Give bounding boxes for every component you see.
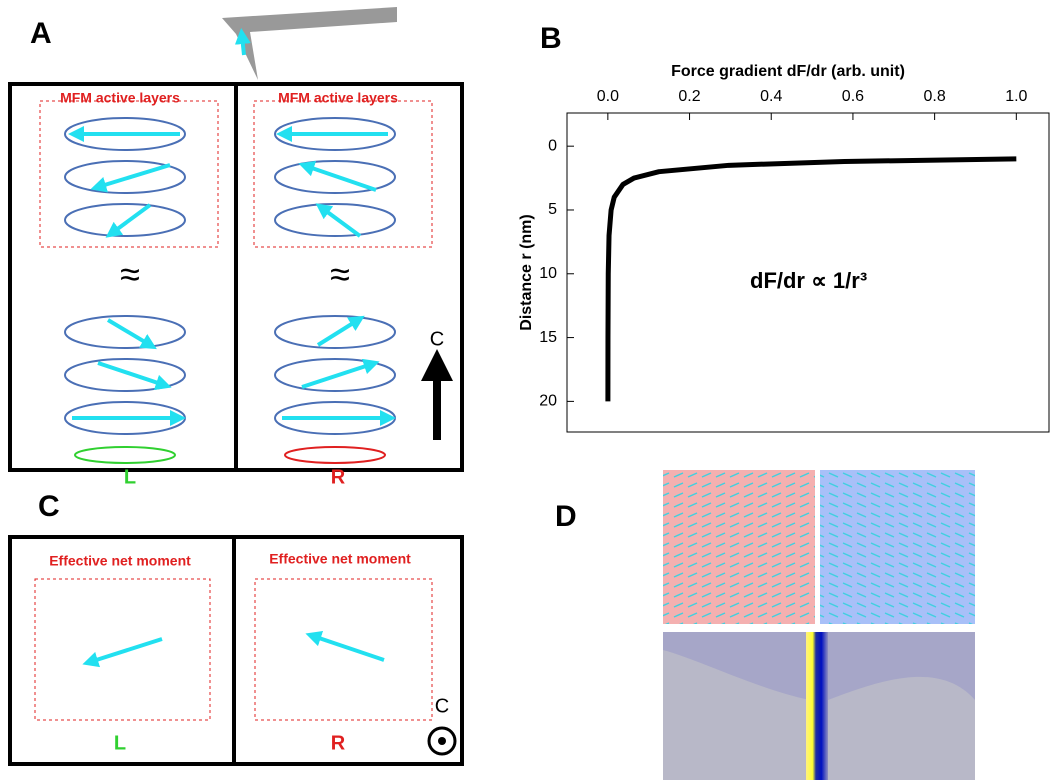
panel-d: D: [555, 470, 975, 780]
plot-frame: [566, 112, 1050, 433]
x-tick-label: 0.8: [924, 88, 946, 105]
layers-left: ≈: [64, 117, 186, 464]
panel-b: B 0.0 0.2 0.4 0.6 0.8 1.0 0 5 10 15 20 Force gradie…: [518, 22, 1050, 433]
y-tick-label: 20: [539, 393, 557, 410]
curve: [605, 156, 1017, 402]
layers-right: ≈: [274, 117, 396, 464]
svg-text:≈: ≈: [330, 254, 350, 295]
svg-text:≈: ≈: [120, 254, 140, 295]
box-label: MFM active layers: [278, 90, 398, 106]
panel-label: A: [30, 17, 52, 50]
y-tick-label: 10: [539, 265, 557, 282]
net-moment: [305, 630, 385, 662]
axis-label: C: [435, 695, 449, 717]
x-tick-label: 0.0: [597, 88, 619, 105]
wall-contrast: [806, 632, 828, 780]
tip-moment: [234, 28, 251, 56]
moment-box: [254, 578, 433, 721]
out-of-plane-dot: [438, 737, 446, 745]
panel-c: C Effective net moment Effective net mom…: [8, 490, 464, 766]
x-axis-title: Force gradient dF/dr (arb. unit): [671, 63, 905, 80]
box-label: MFM active layers: [60, 90, 180, 106]
panel-label: B: [540, 22, 562, 55]
y-tick-label: 5: [548, 201, 557, 218]
chirality-label: L: [124, 466, 136, 488]
y-tick-label: 0: [548, 137, 557, 154]
moment-box: [34, 578, 211, 721]
panel-label: C: [38, 490, 60, 523]
cantilever: [222, 7, 397, 80]
chirality-label: L: [114, 732, 126, 754]
chirality-label: R: [331, 466, 346, 488]
domain-left: [663, 470, 815, 624]
x-tick-label: 0.6: [842, 88, 864, 105]
chirality-label: R: [331, 732, 346, 754]
y-tick-label: 15: [539, 329, 557, 346]
x-tick-label: 0.2: [678, 88, 700, 105]
y-axis-title: Distance r (nm): [518, 214, 535, 330]
axis-label: C: [430, 328, 444, 350]
box-label: Effective net moment: [49, 553, 191, 569]
x-tick-label: 1.0: [1005, 88, 1027, 105]
panel-label: D: [555, 500, 577, 533]
x-tick-label: 0.4: [760, 88, 782, 105]
annotation: dF/dr ∝ 1/r³: [750, 268, 867, 293]
out-of-plane: [427, 726, 457, 756]
wall: [815, 470, 820, 624]
box-label: Effective net moment: [269, 551, 411, 567]
domain-right: [820, 470, 975, 624]
net-moment: [82, 637, 163, 668]
panel-a: A MFM active layers MFM active layers ≈ …: [8, 7, 464, 488]
